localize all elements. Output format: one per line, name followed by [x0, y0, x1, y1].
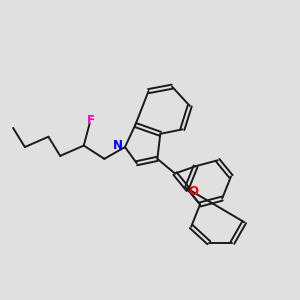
Text: N: N — [112, 139, 123, 152]
Text: O: O — [189, 185, 199, 198]
Text: F: F — [87, 114, 95, 127]
